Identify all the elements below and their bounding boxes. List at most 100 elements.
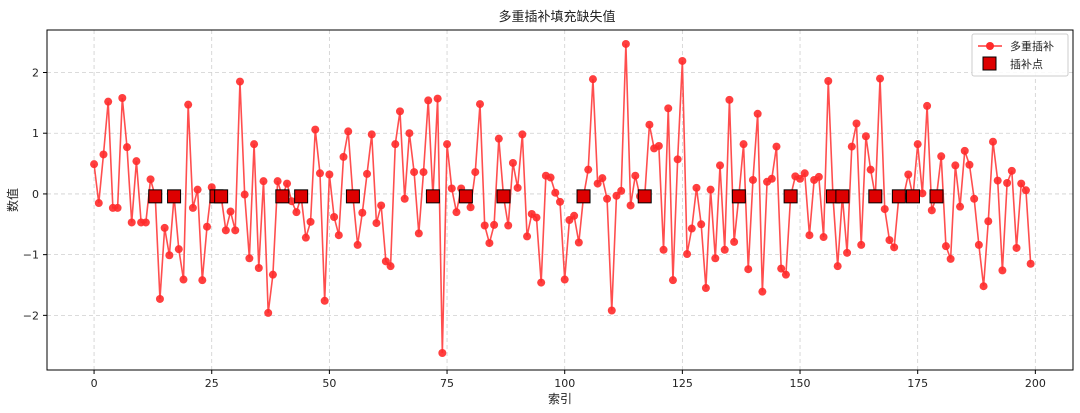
data-point-marker [984,217,993,226]
data-point-marker [852,119,861,128]
data-point-marker [207,183,216,192]
imputed-point-marker [425,189,440,204]
data-point-marker [395,107,404,116]
data-point-marker [235,77,244,86]
data-point-marker [391,140,400,149]
data-point-marker [405,129,414,138]
data-point-marker [1003,179,1012,187]
data-point-marker [777,264,786,273]
data-point-marker [508,158,517,167]
data-point-marker [1017,179,1026,188]
data-point-marker [132,157,141,166]
data-point-marker [104,97,113,106]
data-point-marker [320,296,329,305]
legend-square-swatch [982,56,997,71]
data-point-marker [753,109,762,118]
data-point-marker [438,349,447,357]
data-point-marker [504,221,513,230]
imputed-point-marker [576,189,591,204]
data-point-marker [687,224,696,233]
data-point-marker [588,75,597,84]
data-point-marker [918,189,927,198]
legend: 多重插补 插补点 [971,33,1069,77]
data-point-marker [574,238,583,247]
data-point-marker [99,150,108,159]
imputed-point-marker [214,189,229,204]
data-point-marker [988,137,997,146]
chart-title: 多重插补填充缺失值 [498,9,615,25]
data-point-marker [805,231,814,240]
data-point-marker [334,231,343,240]
data-point-marker [311,125,320,134]
imputed-point-marker [783,189,798,204]
data-point-marker [1026,259,1035,268]
data-point-marker [250,140,259,149]
imputed-point-marker [148,189,163,204]
axis-ticks: 0 25 50 75 100 125 150 175 200 −2 −1 0 1 2 [23,67,1046,391]
data-point-marker [603,194,612,203]
data-point-marker [800,169,809,178]
series-line-multiple-imputation [93,43,1032,354]
y-tick-label: 1 [32,127,39,140]
data-point-marker [532,213,541,222]
y-tick-label: 2 [32,67,39,80]
data-point-marker [598,174,607,183]
data-point-marker [160,223,169,232]
imputed-point-marker [868,189,883,204]
data-point-marker [344,127,353,136]
data-point-marker [231,226,240,235]
data-point-marker [537,278,546,287]
imputed-point-marker [294,189,309,204]
data-point-marker [758,287,767,296]
data-point-marker [123,143,132,152]
data-point-marker [174,245,183,254]
data-point-marker [193,185,202,194]
data-point-marker [824,77,833,85]
data-point-marker [668,276,677,285]
imputed-point-marker [496,189,511,204]
data-point-marker [254,264,263,272]
imputed-point-marker [929,189,944,204]
data-point-marker [551,188,560,197]
plot-area-frame [46,29,1074,371]
data-point-marker [593,179,602,188]
data-point-marker [546,173,555,182]
x-tick-label: 100 [554,377,575,390]
data-point-marker [268,270,277,279]
data-point-marker [377,201,386,210]
data-point-marker [781,270,790,279]
data-point-marker [330,213,339,221]
data-point-marker [631,171,640,180]
imputed-point-marker [905,189,920,204]
data-point-marker [692,183,701,192]
data-point-marker [94,199,103,208]
data-point-marker [198,276,207,285]
data-point-marker [203,222,212,231]
data-point-marker [433,94,442,103]
data-point-marker [866,165,875,174]
legend-label-series: 多重插补 [1010,39,1054,53]
data-point-marker [523,232,532,241]
imputed-point-marker [345,189,360,204]
data-point-marker [904,170,913,179]
imputed-point-marker [891,189,906,204]
data-point-marker [880,205,889,214]
data-point-marker [353,240,362,249]
data-point-marker [90,160,99,169]
data-point-marker [739,140,748,149]
x-tick-label: 200 [1025,377,1046,390]
imputed-marker-group [148,189,944,204]
data-point-marker [127,218,136,227]
data-point-marker [292,208,301,217]
imputed-point-marker [275,189,290,204]
data-point-marker [923,101,932,110]
data-point-marker [485,239,494,248]
data-point-marker [452,208,461,217]
data-point-marker [847,142,856,151]
data-point-marker [273,177,282,186]
data-point-marker [706,185,715,194]
data-point-marker [617,186,626,195]
data-point-marker [979,282,988,291]
data-point-marker [363,169,372,178]
